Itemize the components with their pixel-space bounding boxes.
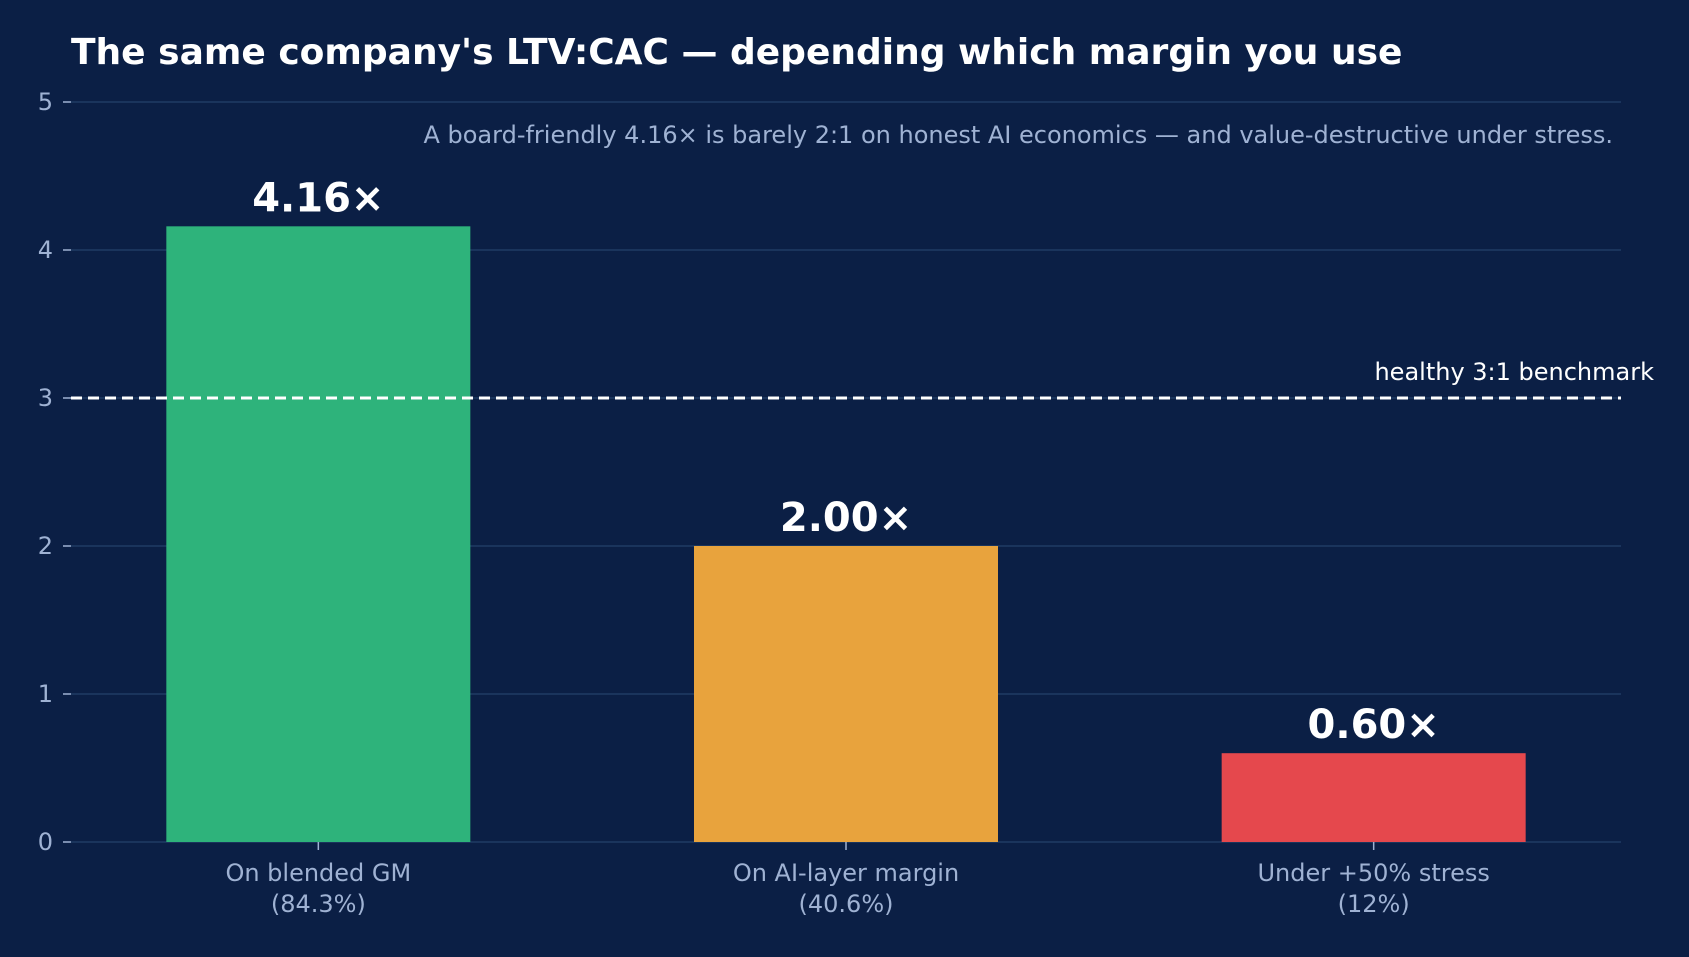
x-axis: On blended GM (84.3%) On AI-layer margin (4… xyxy=(225,842,1490,918)
y-tick-label: 4 xyxy=(38,236,53,264)
y-tick-label: 2 xyxy=(38,532,53,560)
y-tick-label: 0 xyxy=(38,828,53,856)
x-tick-label: (84.3%) xyxy=(271,890,366,918)
x-tick-label: On blended GM xyxy=(225,859,411,887)
bar xyxy=(694,546,998,842)
x-tick-label: (40.6%) xyxy=(799,890,894,918)
y-tick-label: 1 xyxy=(38,680,53,708)
x-tick-label: (12%) xyxy=(1338,890,1410,918)
benchmark-line-group: healthy 3:1 benchmark xyxy=(71,358,1654,400)
benchmark-label: healthy 3:1 benchmark xyxy=(1374,358,1654,386)
chart-title: The same company's LTV:CAC — depending w… xyxy=(71,32,1402,73)
bar xyxy=(166,226,471,842)
x-tick-label: Under +50% stress xyxy=(1257,859,1489,887)
chart-subtitle: A board-friendly 4.16× is barely 2:1 on … xyxy=(423,121,1613,149)
data-label: 2.00× xyxy=(780,495,912,541)
bar xyxy=(1221,753,1526,842)
y-tick-label: 5 xyxy=(38,88,53,116)
x-tick-label: On AI-layer margin xyxy=(733,859,959,887)
data-label: 4.16× xyxy=(252,175,384,221)
bars xyxy=(166,226,1526,842)
y-axis: 0 1 2 3 4 5 xyxy=(38,88,71,856)
data-label: 0.60× xyxy=(1308,702,1440,748)
y-tick-label: 3 xyxy=(38,384,53,412)
value-labels: 4.16× 2.00× 0.60× xyxy=(252,175,1440,748)
